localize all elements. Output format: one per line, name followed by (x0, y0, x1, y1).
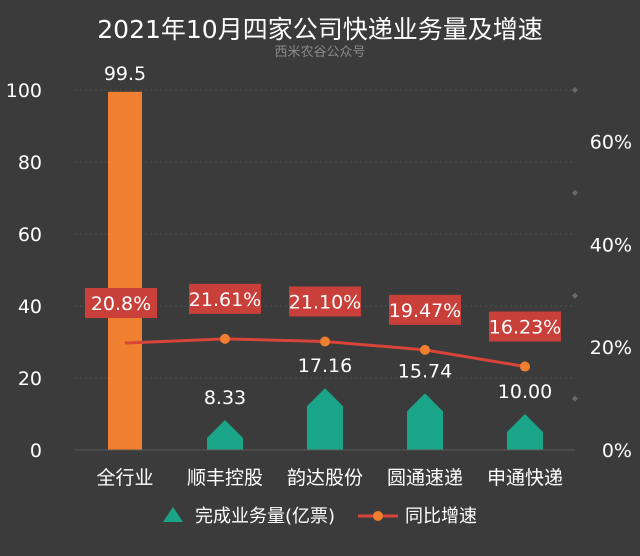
left-tick-label: 60 (18, 224, 42, 246)
bar-label: 15.74 (398, 360, 452, 382)
growth-point (220, 333, 230, 344)
right-axis-marker (572, 189, 578, 196)
x-tick-label: 韵达股份 (287, 467, 363, 489)
left-tick-label: 40 (18, 296, 42, 318)
left-axis: 0 20 40 60 80 100 (6, 80, 42, 462)
bar-4 (507, 414, 543, 450)
bar-series (108, 91, 543, 451)
legend-label-bars: 完成业务量(亿票) (195, 506, 335, 527)
growth-label: 20.8% (91, 293, 151, 315)
growth-point (520, 361, 530, 372)
x-tick-label: 全行业 (96, 467, 153, 489)
bar-1 (207, 420, 243, 450)
growth-label-box (289, 286, 361, 317)
bar-3 (407, 393, 443, 450)
legend-label-line: 同比增速 (405, 506, 477, 527)
legend-marker-bars (163, 507, 183, 522)
bar-label: 10.00 (498, 381, 552, 403)
bar-2 (307, 388, 343, 450)
legend-marker-line-dot (373, 511, 383, 521)
growth-label: 16.23% (489, 317, 561, 339)
growth-label: 21.61% (189, 289, 261, 311)
right-tick-label: 20% (590, 337, 632, 359)
x-tick-label: 圆通速递 (387, 467, 463, 489)
growth-label-box (85, 288, 157, 319)
right-axis-marker (572, 395, 578, 402)
right-axis-marker (572, 87, 578, 93)
line-labels: 20.8% 21.61% 21.10% 19.47% 16.23% (85, 283, 561, 342)
growth-point (320, 336, 330, 347)
bar-label: 99.5 (104, 63, 146, 85)
chart-subtitle: 西米农谷公众号 (274, 45, 365, 60)
right-tick-label: 60% (590, 131, 632, 153)
right-tick-label: 0% (602, 440, 632, 462)
right-tick-label: 40% (590, 234, 632, 256)
x-tick-label: 顺丰控股 (187, 467, 263, 489)
bar-label: 8.33 (204, 387, 246, 409)
growth-label-box (489, 311, 561, 342)
growth-point (420, 344, 430, 355)
x-axis: 全行业 顺丰控股 韵达股份 圆通速递 申通快递 (75, 449, 575, 489)
left-tick-label: 0 (30, 440, 42, 462)
growth-label: 21.10% (289, 291, 361, 313)
right-axis-marker (572, 292, 578, 299)
bar-label: 17.16 (298, 355, 352, 377)
left-tick-label: 20 (18, 368, 42, 390)
line-series (124, 333, 530, 372)
x-tick-label: 申通快递 (487, 467, 563, 489)
legend: 完成业务量(亿票) 同比增速 (163, 506, 477, 527)
growth-label-box (189, 283, 261, 314)
right-axis: 0% 20% 40% 60% (572, 87, 632, 462)
left-tick-label: 80 (18, 152, 42, 174)
growth-label-box (389, 294, 461, 325)
left-tick-label: 100 (6, 80, 42, 102)
chart-title: 2021年10月四家公司快递业务量及增速 (97, 15, 542, 44)
bar-labels: 99.5 8.33 17.16 15.74 10.00 (104, 63, 552, 409)
growth-label: 19.47% (389, 300, 461, 322)
bar-0 (108, 91, 142, 451)
